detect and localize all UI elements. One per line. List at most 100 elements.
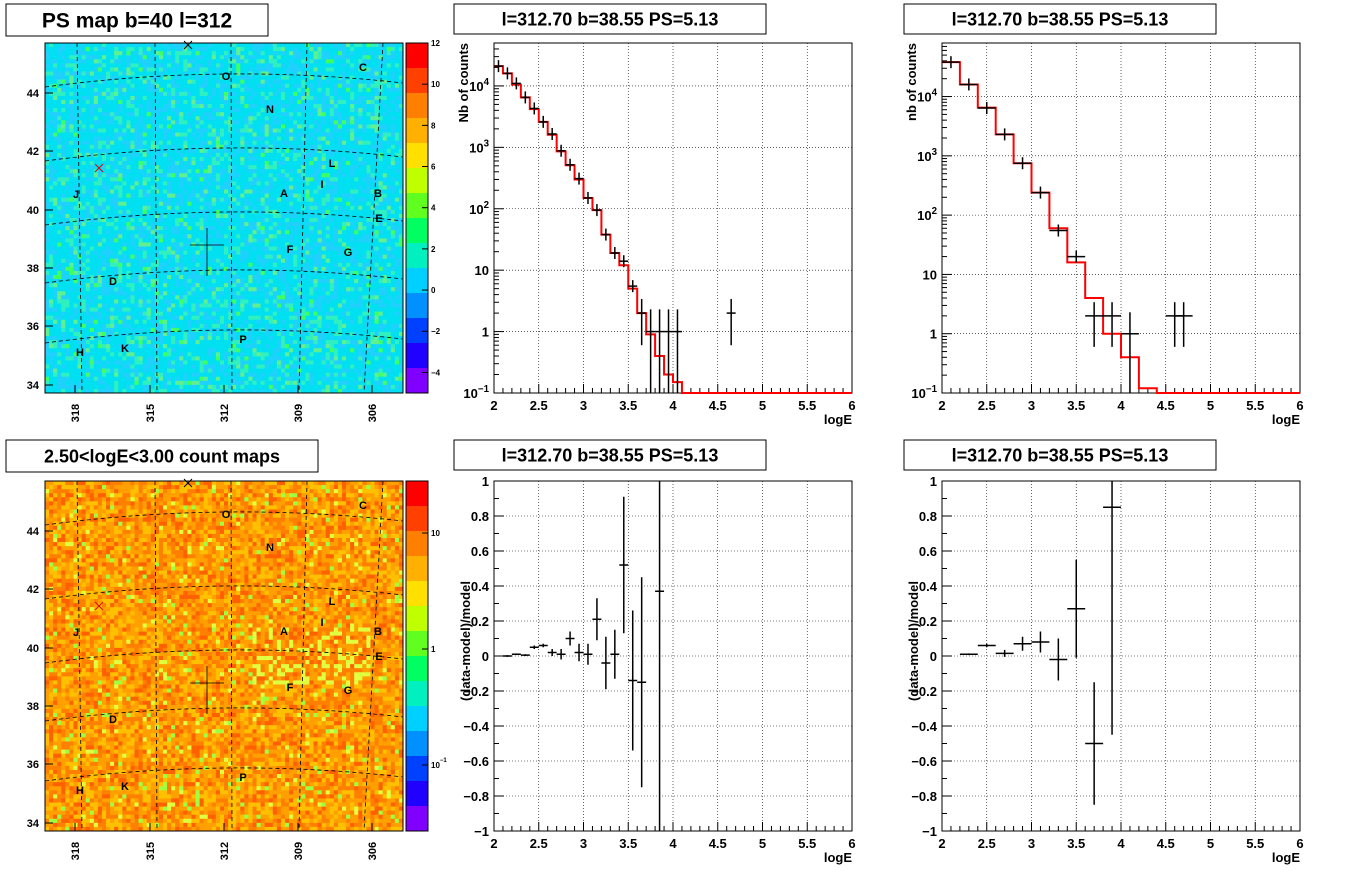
panel-4-parallel xyxy=(44,767,404,782)
y-tick-label: 36 xyxy=(27,321,39,333)
colorbar-segment xyxy=(406,343,428,369)
y-tick-label: 103 xyxy=(917,147,937,164)
panel-4-meridian xyxy=(76,480,83,832)
source-label-L: L xyxy=(329,158,336,170)
source-label-G: G xyxy=(344,685,353,697)
source-label-B: B xyxy=(374,188,382,200)
panel-1-parallel xyxy=(44,211,404,226)
y-tick-label: −0.2 xyxy=(911,684,937,699)
x-marker xyxy=(183,40,193,50)
source-label-A: A xyxy=(280,626,288,638)
colorbar-tick-label: 2 xyxy=(431,245,436,254)
x-tick-label: 306 xyxy=(367,404,379,422)
x-tick-label: 5 xyxy=(759,398,766,413)
x-tick-label: 318 xyxy=(70,404,82,422)
colorbar-segment xyxy=(406,606,428,632)
colorbar-segment xyxy=(406,318,428,344)
y-tick-label: 0.4 xyxy=(471,579,490,594)
x-tick-label: 2 xyxy=(490,836,497,851)
x-tick-label: 6 xyxy=(848,398,855,413)
panel-5-title: l=312.70 b=38.55 PS=5.13 xyxy=(502,445,719,465)
panel-6-title: l=312.70 b=38.55 PS=5.13 xyxy=(952,445,1169,465)
colorbar-segment xyxy=(406,368,428,394)
x-tick-label: 4 xyxy=(1117,398,1125,413)
y-tick-label: −0.4 xyxy=(911,719,937,734)
colorbar-segment xyxy=(406,506,428,532)
x-axis-label: logE xyxy=(824,412,852,427)
x-tick-label: 6 xyxy=(848,836,855,851)
x-marker xyxy=(94,163,104,173)
x-tick-label: 3 xyxy=(1028,398,1035,413)
panel-4-meridian xyxy=(230,480,233,832)
x-tick-label: 4 xyxy=(669,836,677,851)
x-tick-label: 2.5 xyxy=(978,836,996,851)
x-tick-label: 5 xyxy=(1207,398,1214,413)
colorbar-tick-label: −2 xyxy=(431,327,441,336)
source-label-D: D xyxy=(109,276,117,288)
x-axis-label: logE xyxy=(824,850,852,865)
y-tick-label: 104 xyxy=(917,88,937,105)
colorbar-tick-label: 12 xyxy=(431,39,440,48)
x-tick-label: 5 xyxy=(1207,836,1214,851)
y-tick-label: 40 xyxy=(27,205,39,217)
colorbar-frame xyxy=(405,42,429,394)
x-axis-label: logE xyxy=(1272,412,1300,427)
panel-4-title-box xyxy=(5,439,319,473)
x-tick-label: 5.5 xyxy=(1246,836,1264,851)
x-tick-label: 5 xyxy=(759,836,766,851)
panel-1-cells xyxy=(45,43,404,394)
panel-6-grid xyxy=(942,481,1300,831)
y-axis-label: Nb of counts xyxy=(456,43,471,122)
y-tick-label: 1 xyxy=(482,474,489,489)
y-tick-label: −0.2 xyxy=(463,684,489,699)
panel-4-colorbar: 10 1 10−1 xyxy=(405,480,447,832)
y-tick-label: 0 xyxy=(482,649,489,664)
y-tick-label: 38 xyxy=(27,701,39,713)
x-tick-label: 2 xyxy=(490,398,497,413)
panel-1-meridian xyxy=(230,42,233,394)
source-label-K: K xyxy=(121,343,129,355)
panel-4-parallel xyxy=(44,707,404,722)
colorbar-tick-label: 8 xyxy=(431,121,436,130)
colorbar-tick-label: 4 xyxy=(431,204,436,213)
y-tick-label: 44 xyxy=(27,88,40,100)
panel-1-colorbar: −4 −2 0 2 4 6 8 10 12 xyxy=(405,39,441,394)
colorbar-segment xyxy=(406,243,428,269)
y-axis-label: nb of counts xyxy=(904,43,919,121)
source-label-P: P xyxy=(239,772,246,784)
y-tick-label: 42 xyxy=(27,146,39,158)
source-label-F: F xyxy=(287,682,294,694)
colorbar-segment xyxy=(406,531,428,557)
x-tick-label: 2 xyxy=(938,398,945,413)
y-tick-label: 10−1 xyxy=(911,384,937,401)
colorbar-tick-label: −4 xyxy=(431,368,441,377)
colorbar-segment xyxy=(406,193,428,219)
source-label-H: H xyxy=(76,785,84,797)
x-axis-label: logE xyxy=(1272,850,1300,865)
panel-2-grid xyxy=(494,43,852,393)
x-marker xyxy=(94,601,104,611)
x-tick-label: 3.5 xyxy=(1067,836,1085,851)
panel-4-cells xyxy=(45,481,404,832)
y-tick-label: −0.4 xyxy=(463,719,489,734)
source-label-D: D xyxy=(109,714,117,726)
panel-1-title-box xyxy=(5,3,269,37)
y-tick-label: 10 xyxy=(475,263,489,278)
y-axis-label: (data-model)/model xyxy=(458,581,473,701)
colorbar-segment xyxy=(406,168,428,194)
y-tick-label: 0.8 xyxy=(919,509,937,524)
source-label-I: I xyxy=(320,179,323,191)
source-label-E: E xyxy=(375,213,382,225)
colorbar-tick-label: 10−1 xyxy=(431,758,447,770)
x-tick-label: 318 xyxy=(70,842,82,860)
y-tick-label: 0.6 xyxy=(919,544,937,559)
source-label-O: O xyxy=(222,509,231,521)
colorbar-segment xyxy=(406,656,428,682)
colorbar-segment xyxy=(406,481,428,507)
y-tick-label: 38 xyxy=(27,263,39,275)
